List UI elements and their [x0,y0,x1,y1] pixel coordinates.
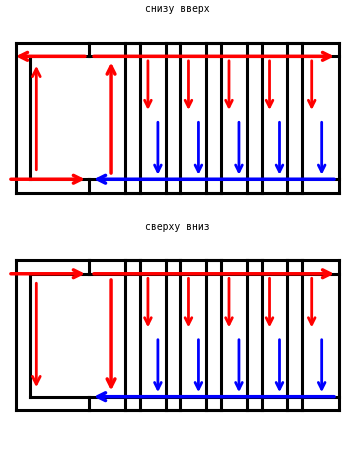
Text: снизу вверх: снизу вверх [145,4,210,14]
Text: сверху вниз: сверху вниз [145,222,210,231]
